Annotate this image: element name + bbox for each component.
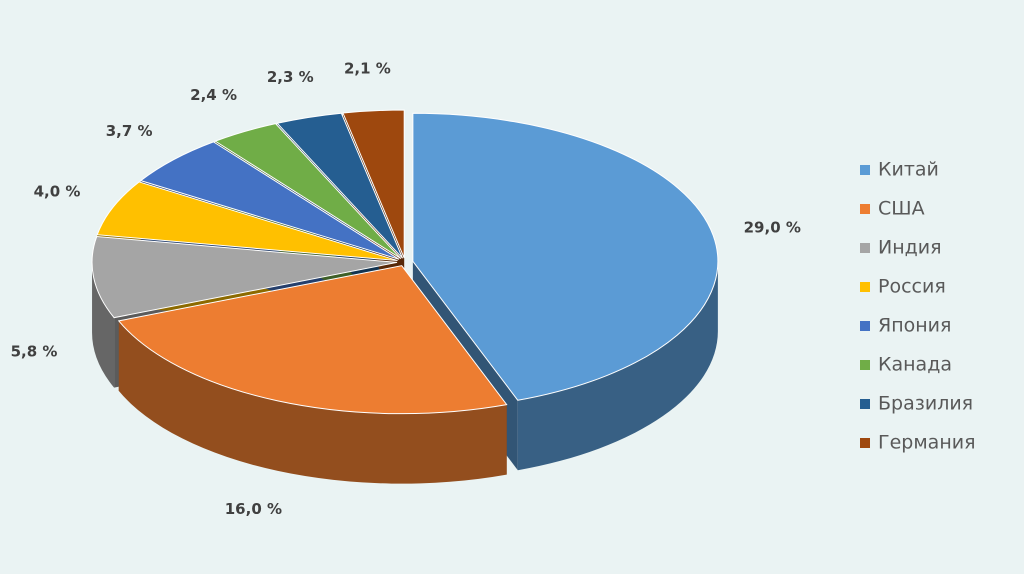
legend-label: Канада [878,354,952,376]
legend-label: Япония [878,315,951,337]
legend-swatch [860,165,870,175]
legend-swatch [860,438,870,448]
legend-swatch [860,321,870,331]
legend-label: Индия [878,237,942,259]
data-label: 2,3 % [267,68,314,86]
slice-tops [91,109,719,415]
data-label: 29,0 % [744,219,801,237]
slice [276,112,403,259]
slice [214,123,402,259]
legend-swatch [860,204,870,214]
data-label: 5,8 % [11,343,58,361]
data-label: 2,4 % [190,86,237,104]
slice-wall [118,320,507,484]
slice [139,141,400,260]
data-label: 16,0 % [225,500,282,518]
legend-swatch [860,243,870,253]
legend-swatch [860,282,870,292]
legend-label: Германия [878,432,976,454]
data-label: 2,1 % [344,59,391,77]
legend-label: Бразилия [878,393,973,415]
slice [117,265,508,415]
slice-wall [517,261,718,471]
legend-label: Россия [878,276,946,298]
data-label: 4,0 % [34,183,81,201]
slice-wall [92,262,115,388]
slice [91,236,398,319]
legend-swatch [860,360,870,370]
data-label: 3,7 % [106,122,153,140]
legend-label: Китай [878,159,939,181]
legend-swatch [860,399,870,409]
slice [412,112,719,401]
slice [342,109,405,259]
slice [96,181,398,262]
legend-label: США [878,198,925,220]
